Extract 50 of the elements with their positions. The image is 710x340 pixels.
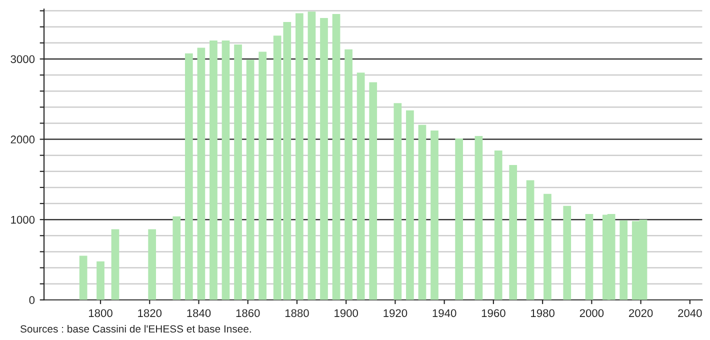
- bar: [474, 136, 483, 300]
- y-tick-label: 0: [29, 296, 35, 304]
- bar: [222, 40, 230, 300]
- bar: [258, 52, 267, 300]
- y-tick-label: 2000: [10, 136, 35, 144]
- bar: [356, 72, 365, 300]
- bar: [455, 138, 463, 300]
- bar: [308, 12, 316, 300]
- bar: [246, 60, 254, 300]
- bar: [296, 13, 304, 300]
- x-tick-label: 1980: [531, 309, 554, 318]
- bar: [494, 150, 502, 300]
- bar: [148, 229, 156, 300]
- x-tick-label: 2040: [678, 309, 702, 318]
- bar: [430, 130, 438, 300]
- x-tick-label: 1800: [88, 309, 112, 318]
- bar: [544, 194, 552, 300]
- x-tick-label: 2000: [580, 309, 604, 318]
- bar: [234, 44, 242, 300]
- bar: [563, 206, 572, 300]
- bar: [197, 48, 206, 300]
- bar: [111, 229, 120, 300]
- x-tick-label: 1940: [432, 309, 456, 318]
- bar: [184, 53, 193, 300]
- bar: [369, 82, 378, 300]
- bar: [406, 110, 414, 300]
- x-tick-label: 1920: [384, 309, 408, 318]
- y-tick-label: 3000: [10, 55, 35, 64]
- x-tick-label: 1820: [138, 309, 162, 318]
- bar: [332, 14, 340, 300]
- bar: [418, 124, 426, 300]
- bar: [394, 103, 402, 300]
- bar: [344, 49, 352, 300]
- x-tick-label: 1860: [236, 309, 260, 318]
- bar: [620, 220, 628, 300]
- bar: [210, 40, 218, 300]
- bar: [585, 214, 594, 300]
- bar: [96, 261, 104, 300]
- x-tick-label: 2020: [628, 309, 653, 318]
- bar: [526, 180, 534, 300]
- bar: [320, 18, 328, 300]
- x-tick-label: 1840: [187, 309, 211, 318]
- x-tick-label: 1880: [285, 309, 309, 318]
- x-tick-label: 1960: [482, 309, 506, 318]
- bar: [509, 164, 518, 300]
- x-tick-label: 1900: [334, 309, 358, 318]
- bar: [79, 256, 88, 300]
- bar: [172, 216, 181, 300]
- y-tick-label: 1000: [11, 216, 35, 224]
- source-note: Sources : base Cassini de l'EHESS et base Insee.: [20, 324, 251, 333]
